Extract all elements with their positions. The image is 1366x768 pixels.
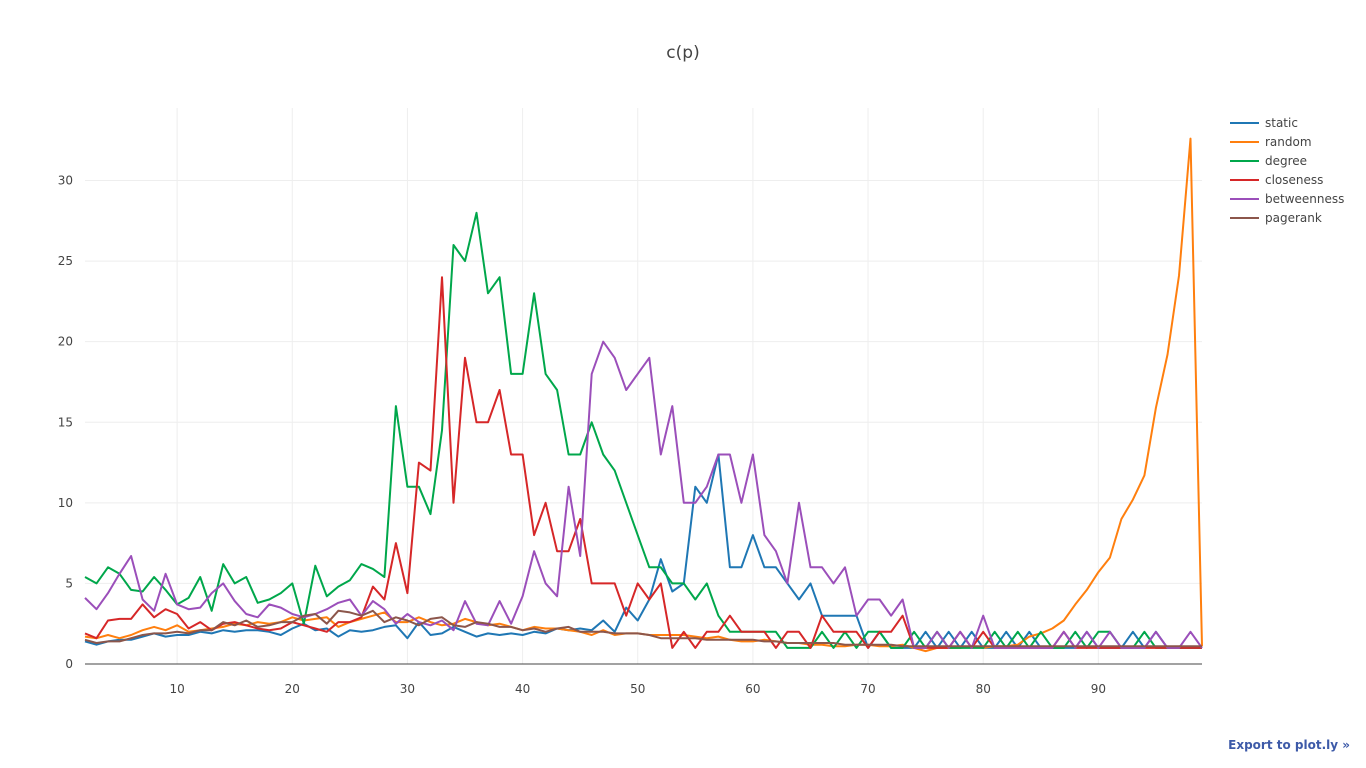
legend-item-static[interactable]: static xyxy=(1230,116,1298,130)
x-tick-label: 90 xyxy=(1091,682,1106,696)
x-tick-label: 20 xyxy=(285,682,300,696)
series-line-degree[interactable] xyxy=(84,211,1202,649)
y-tick-label: 10 xyxy=(58,496,73,510)
legend-item-degree[interactable]: degree xyxy=(1230,154,1307,168)
y-tick-label: 15 xyxy=(58,415,73,429)
x-tick-label: 10 xyxy=(169,682,184,696)
legend-item-pagerank[interactable]: pagerank xyxy=(1230,211,1322,225)
y-tick-label: 0 xyxy=(65,657,73,671)
x-tick-label: 70 xyxy=(860,682,875,696)
series-line-random[interactable] xyxy=(84,137,1203,653)
y-tick-label: 5 xyxy=(65,576,73,590)
x-tick-label: 60 xyxy=(745,682,760,696)
x-tick-label: 30 xyxy=(400,682,415,696)
x-tick-label: 80 xyxy=(976,682,991,696)
legend-label-degree: degree xyxy=(1265,154,1307,168)
legend-label-betweenness: betweenness xyxy=(1265,192,1344,206)
series-line-pagerank[interactable] xyxy=(84,609,1202,648)
export-link[interactable]: Export to plot.ly » xyxy=(1228,738,1350,752)
legend-item-betweenness[interactable]: betweenness xyxy=(1230,192,1344,206)
legend[interactable]: static random degree closeness betweenness pa… xyxy=(1230,116,1344,225)
chart-title: c(p) xyxy=(666,43,699,63)
x-tick-label: 50 xyxy=(630,682,645,696)
y-tick-label: 20 xyxy=(58,335,73,349)
x-tick-label: 40 xyxy=(515,682,530,696)
legend-label-random: random xyxy=(1265,135,1312,149)
legend-label-pagerank: pagerank xyxy=(1265,211,1322,225)
series-lines[interactable] xyxy=(84,137,1203,653)
legend-label-static: static xyxy=(1265,116,1298,130)
series-line-betweenness[interactable] xyxy=(84,340,1203,649)
axes: 10 20 30 40 50 60 70 80 90 0 5 10 15 20 25 30 xyxy=(58,174,1202,696)
y-tick-label: 25 xyxy=(58,254,73,268)
grid xyxy=(85,108,1202,664)
y-tick-label: 30 xyxy=(58,174,73,188)
legend-label-closeness: closeness xyxy=(1265,173,1323,187)
legend-item-closeness[interactable]: closeness xyxy=(1230,173,1323,187)
legend-item-random[interactable]: random xyxy=(1230,135,1312,149)
